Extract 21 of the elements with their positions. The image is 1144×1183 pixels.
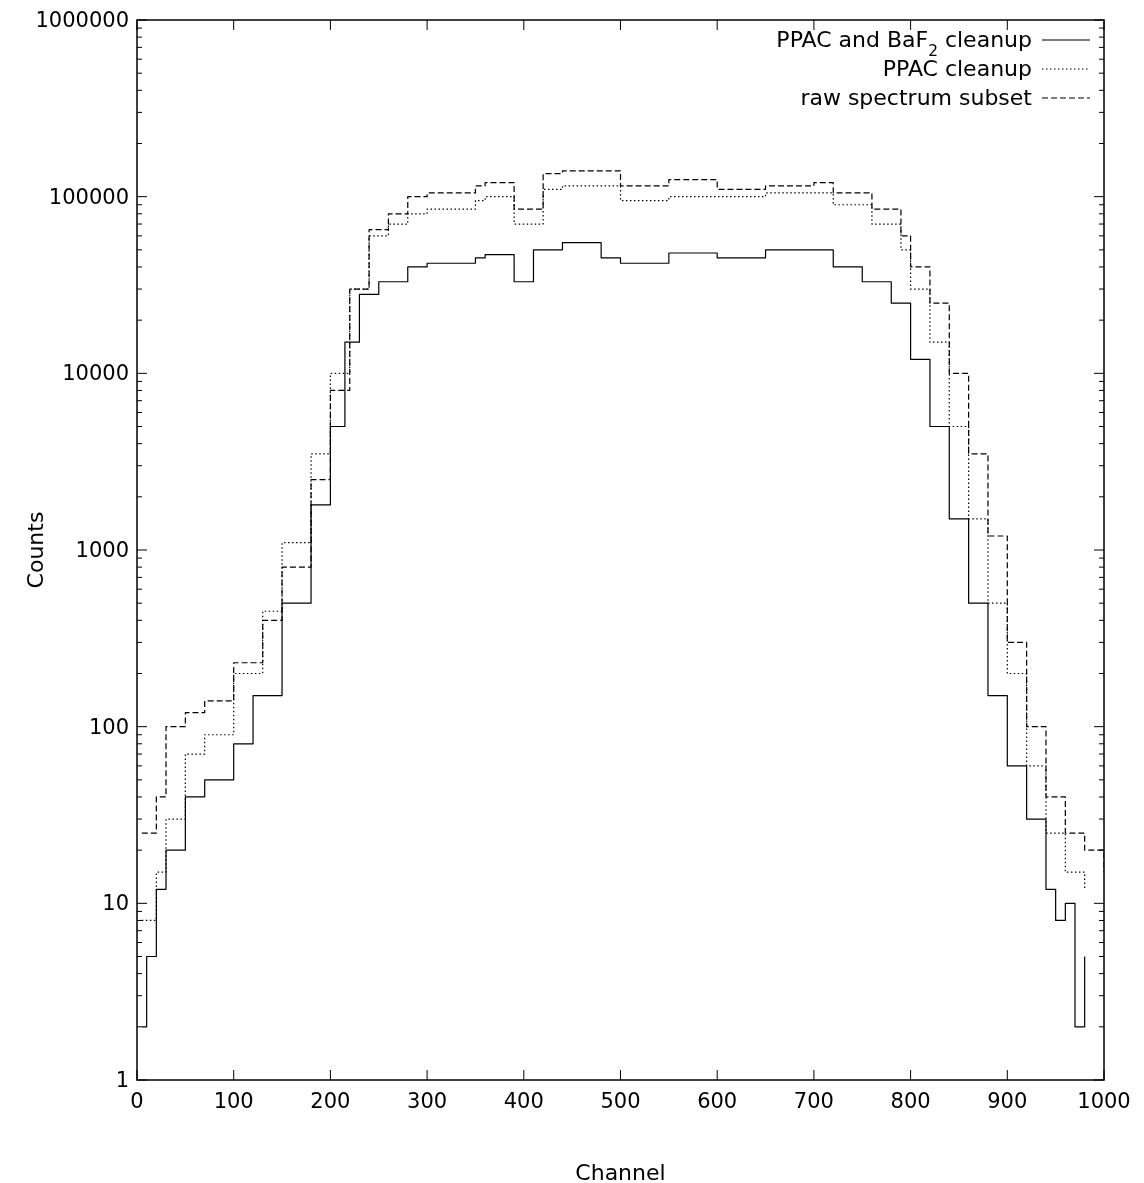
x-tick-label: 0	[130, 1089, 144, 1113]
y-tick-label: 1000000	[35, 8, 129, 32]
legend-label: raw spectrum subset	[800, 85, 1033, 110]
y-tick-label: 10	[102, 891, 129, 916]
x-tick-label: 600	[697, 1089, 738, 1113]
x-tick-label: 800	[890, 1089, 931, 1113]
x-tick-label: 400	[503, 1089, 544, 1113]
x-axis-title: Channel	[575, 1160, 666, 1183]
x-tick-label: 1000	[1077, 1089, 1131, 1113]
y-tick-label: 1000	[75, 538, 129, 562]
x-tick-label: 100	[213, 1089, 254, 1113]
x-tick-label: 500	[600, 1089, 641, 1113]
y-tick-label: 1	[115, 1068, 129, 1092]
y-axis-title: Counts	[23, 511, 48, 589]
x-tick-label: 300	[407, 1089, 448, 1113]
y-tick-label: 10000	[62, 361, 129, 386]
x-tick-label: 900	[987, 1089, 1028, 1113]
x-tick-label: 200	[310, 1089, 351, 1113]
y-tick-label: 100000	[48, 184, 129, 209]
y-tick-label: 100	[88, 714, 129, 739]
x-tick-label: 700	[793, 1089, 834, 1113]
